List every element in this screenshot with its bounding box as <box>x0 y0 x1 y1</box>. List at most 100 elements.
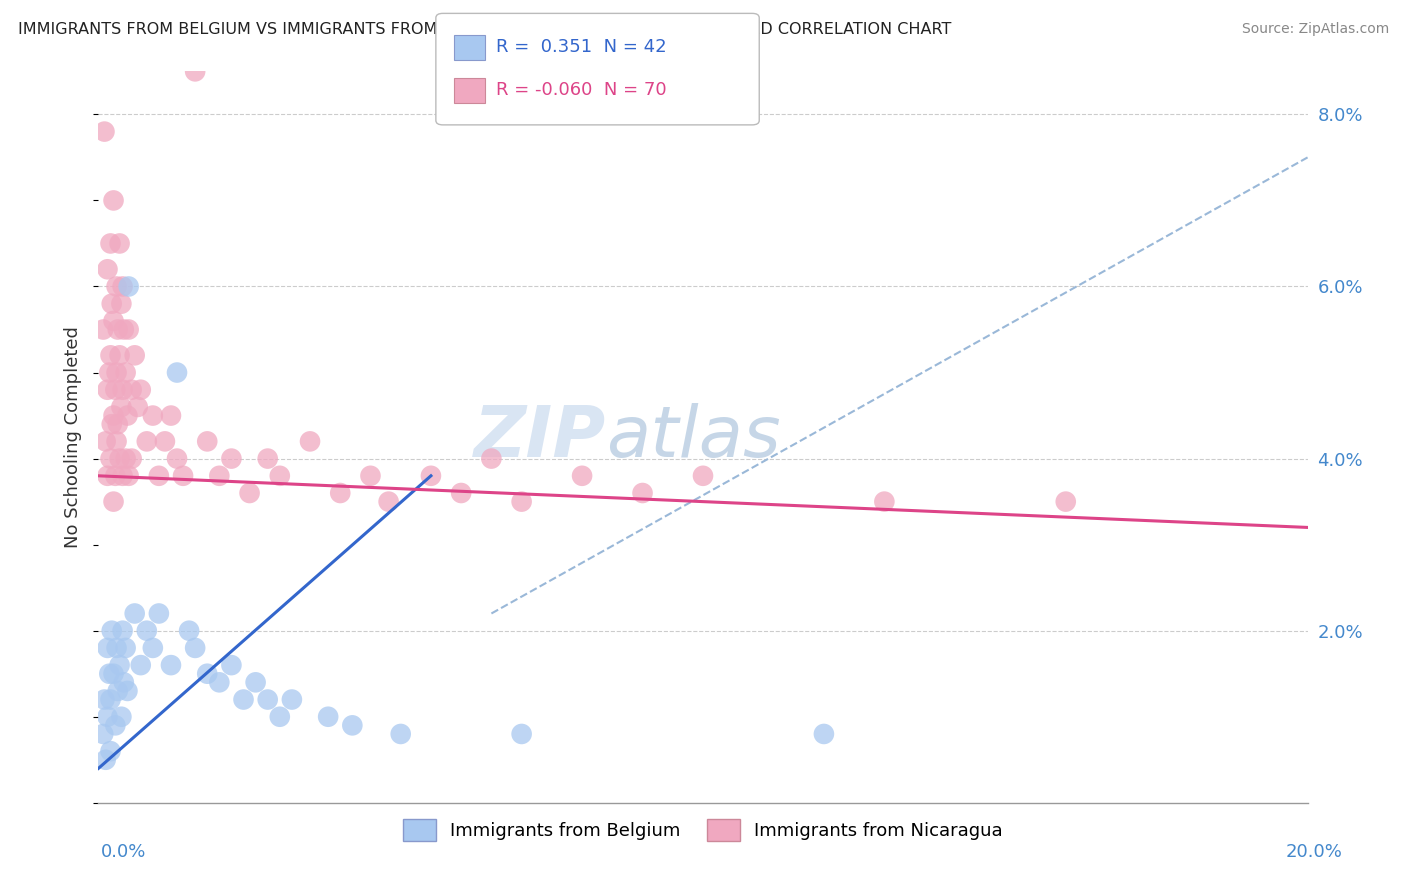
Point <box>221 451 243 466</box>
Point <box>450 486 472 500</box>
Point <box>94 753 117 767</box>
Point <box>179 624 201 638</box>
Point <box>108 658 131 673</box>
Point <box>110 296 132 310</box>
Point <box>104 718 127 732</box>
Point <box>571 468 593 483</box>
Point <box>111 468 134 483</box>
Point <box>107 684 129 698</box>
Point <box>96 710 118 724</box>
Point <box>91 322 114 336</box>
Point <box>195 434 218 449</box>
Point <box>124 607 146 621</box>
Point <box>118 468 141 483</box>
Point <box>108 451 131 466</box>
Point <box>245 675 267 690</box>
Point <box>114 640 136 655</box>
Point <box>105 434 128 449</box>
Point <box>98 666 121 681</box>
Point <box>166 451 188 466</box>
Point <box>98 366 121 380</box>
Point <box>96 468 118 483</box>
Point <box>103 314 125 328</box>
Point <box>104 468 127 483</box>
Point <box>184 640 207 655</box>
Point <box>121 451 143 466</box>
Point <box>232 692 254 706</box>
Point <box>316 710 339 724</box>
Point <box>100 296 122 310</box>
Point <box>96 383 118 397</box>
Point <box>117 684 139 698</box>
Point <box>91 727 114 741</box>
Point <box>111 624 134 638</box>
Point <box>94 434 117 449</box>
Point <box>107 322 129 336</box>
Point <box>124 348 146 362</box>
Text: atlas: atlas <box>606 402 780 472</box>
Point <box>121 383 143 397</box>
Point <box>93 692 115 706</box>
Point <box>110 710 132 724</box>
Point <box>108 236 131 251</box>
Point <box>96 640 118 655</box>
Point <box>299 434 322 449</box>
Point <box>112 675 135 690</box>
Point <box>100 744 122 758</box>
Point <box>103 494 125 508</box>
Point <box>1054 494 1077 508</box>
Point <box>114 451 136 466</box>
Point <box>108 348 131 362</box>
Point <box>256 692 278 706</box>
Text: 20.0%: 20.0% <box>1286 843 1343 861</box>
Point <box>184 64 207 78</box>
Point <box>221 658 243 673</box>
Point <box>100 451 122 466</box>
Point <box>93 125 115 139</box>
Point <box>100 417 122 432</box>
Point <box>377 494 399 508</box>
Point <box>342 718 364 732</box>
Point <box>100 692 122 706</box>
Point <box>281 692 304 706</box>
Point <box>105 279 128 293</box>
Point <box>129 383 152 397</box>
Legend: Immigrants from Belgium, Immigrants from Nicaragua: Immigrants from Belgium, Immigrants from… <box>396 812 1010 848</box>
Point <box>96 262 118 277</box>
Point <box>420 468 443 483</box>
Point <box>195 666 218 681</box>
Point <box>329 486 352 500</box>
Point <box>148 607 170 621</box>
Point <box>510 727 533 741</box>
Point <box>111 279 134 293</box>
Text: 0.0%: 0.0% <box>101 843 146 861</box>
Point <box>142 409 165 423</box>
Text: R =  0.351  N = 42: R = 0.351 N = 42 <box>496 38 666 56</box>
Point <box>100 348 122 362</box>
Point <box>208 675 231 690</box>
Point <box>148 468 170 483</box>
Point <box>269 710 291 724</box>
Point <box>160 658 183 673</box>
Text: ZIP: ZIP <box>474 402 606 472</box>
Point <box>239 486 262 500</box>
Point <box>103 666 125 681</box>
Point <box>389 727 412 741</box>
Text: R = -0.060  N = 70: R = -0.060 N = 70 <box>496 81 666 99</box>
Point <box>135 624 157 638</box>
Point <box>100 624 122 638</box>
Point <box>105 640 128 655</box>
Point <box>166 366 188 380</box>
Point <box>105 366 128 380</box>
Point <box>160 409 183 423</box>
Point <box>256 451 278 466</box>
Y-axis label: No Schooling Completed: No Schooling Completed <box>65 326 83 548</box>
Text: IMMIGRANTS FROM BELGIUM VS IMMIGRANTS FROM NICARAGUA NO SCHOOLING COMPLETED CORR: IMMIGRANTS FROM BELGIUM VS IMMIGRANTS FR… <box>18 22 952 37</box>
Point <box>118 279 141 293</box>
Point <box>269 468 291 483</box>
Point <box>112 322 135 336</box>
Point <box>360 468 382 483</box>
Point <box>142 640 165 655</box>
Point <box>208 468 231 483</box>
Point <box>104 383 127 397</box>
